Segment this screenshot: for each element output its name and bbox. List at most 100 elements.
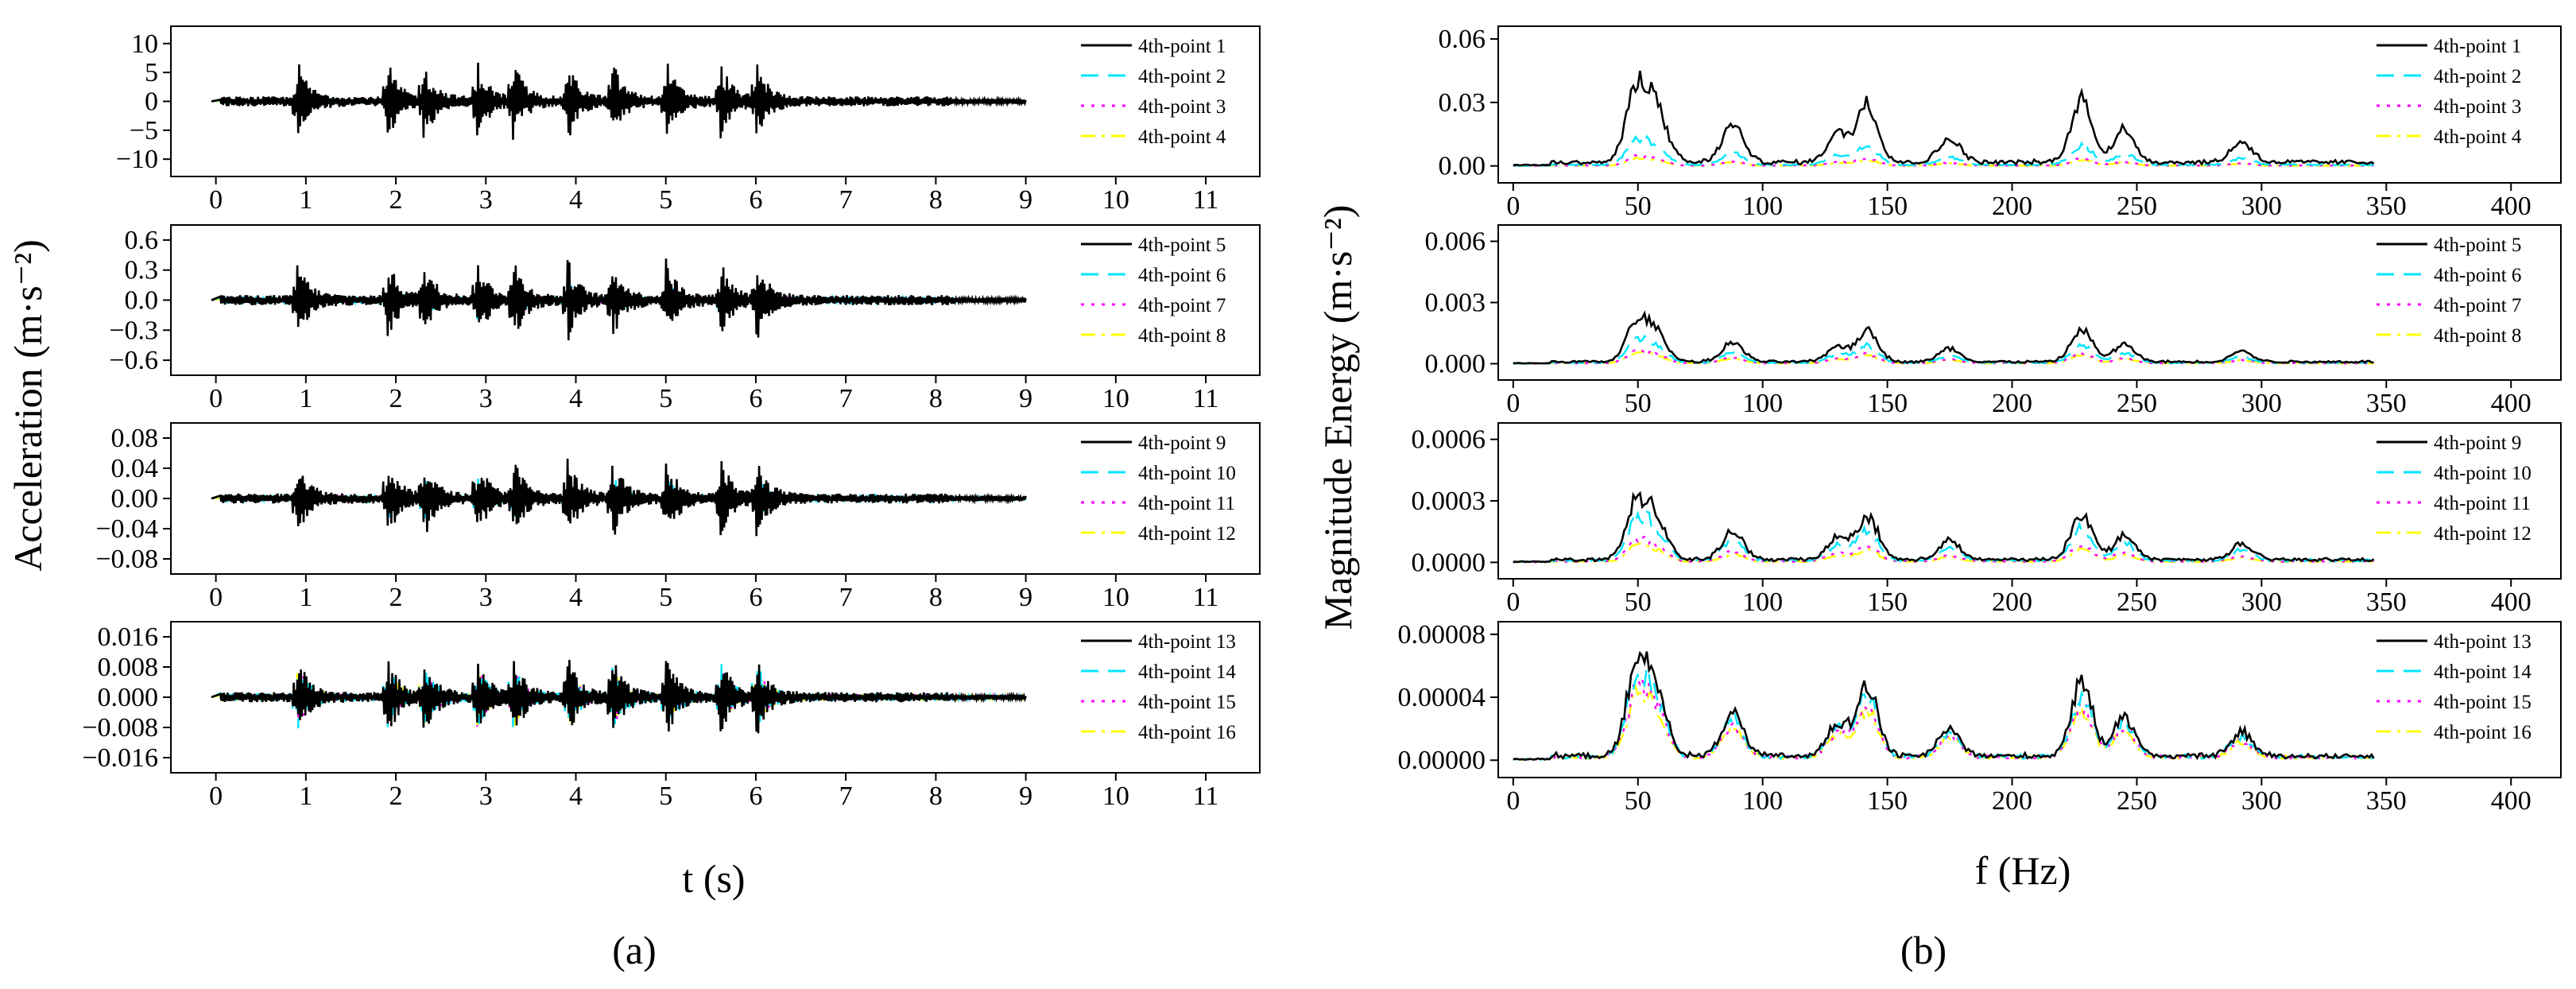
legend-entry: 4th-point 12 xyxy=(1138,523,1236,545)
legend-entry: 4th-point 12 xyxy=(2434,523,2531,545)
x-tick-label: 1 xyxy=(299,583,312,612)
legend-entry: 4th-point 3 xyxy=(1138,96,1226,118)
x-tick-label: 8 xyxy=(929,185,943,215)
legend-entry: 4th-point 11 xyxy=(2434,493,2531,514)
x-tick-label: 150 xyxy=(1867,192,1908,221)
series-line-b-4th-point-3 xyxy=(1513,153,2374,167)
y-axis-title-a: Acceleration (m·s⁻²) xyxy=(6,239,50,572)
x-tick-label: 50 xyxy=(1625,786,1652,816)
plot-frame xyxy=(1497,224,2562,381)
x-tick-label: 200 xyxy=(1992,786,2032,816)
series-line-a-4th-point-1 xyxy=(211,62,1027,140)
panel-label-a: (a) xyxy=(612,928,657,972)
x-tick-label: 4 xyxy=(569,185,583,215)
series-line-b-4th-point-14 xyxy=(1513,667,2374,761)
series-line-b-4th-point-9 xyxy=(1513,491,2375,564)
series-line-b-4th-point-6 xyxy=(1513,334,2374,365)
x-tick-label: 0 xyxy=(209,782,223,811)
x-tick-label: 2 xyxy=(389,384,403,413)
x-tick-label: 0 xyxy=(209,384,223,413)
series-line-b-4th-point-16 xyxy=(1513,684,2375,761)
x-tick-label: 5 xyxy=(659,384,672,413)
x-tick-label: 350 xyxy=(2366,786,2407,816)
x-tick-label: 150 xyxy=(1867,588,1908,617)
legend-entry: 4th-point 8 xyxy=(1138,325,1226,347)
x-tick-label: 250 xyxy=(2117,588,2157,617)
y-tick-label: −0.6 xyxy=(109,346,158,375)
x-tick-label: 10 xyxy=(1102,185,1129,215)
x-tick-label: 100 xyxy=(1742,389,1783,418)
x-tick-label: 10 xyxy=(1102,583,1129,612)
legend-entry: 4th-point 7 xyxy=(1138,295,1226,316)
x-tick-label: 6 xyxy=(749,185,762,215)
legend-entry: 4th-point 6 xyxy=(1138,265,1226,286)
y-tick-label: 0.03 xyxy=(1439,88,1486,118)
series-line-b-4th-point-1 xyxy=(1513,70,2375,167)
y-axis-title-b: Magnitude Energy (m·s⁻²) xyxy=(1315,205,1360,630)
y-tick-label: 0.0003 xyxy=(1412,487,1486,516)
series-line-a-4th-point-5 xyxy=(211,258,1027,341)
x-axis-title-a: t (s) xyxy=(682,856,745,901)
x-tick-label: 50 xyxy=(1625,192,1652,221)
x-tick-label: 50 xyxy=(1625,588,1652,617)
y-tick-label: 0.00 xyxy=(1439,152,1486,181)
x-tick-label: 250 xyxy=(2117,786,2157,816)
x-tick-label: 3 xyxy=(479,384,493,413)
y-axis-title-a-text: Acceleration (m·s⁻²) xyxy=(6,239,50,572)
x-tick-label: 100 xyxy=(1742,588,1783,617)
x-tick-label: 150 xyxy=(1867,786,1908,816)
x-tick-label: 5 xyxy=(659,185,672,215)
y-tick-label: 0.00008 xyxy=(1398,620,1486,650)
x-tick-label: 350 xyxy=(2366,192,2407,221)
panel-b-4: 0 50 100 150 200 250 300 350 400 0.00008 0.00004 0.… xyxy=(1398,620,2562,816)
x-tick-label: 9 xyxy=(1019,782,1032,811)
x-tick-label: 8 xyxy=(929,583,943,612)
x-tick-label: 300 xyxy=(2241,389,2282,418)
x-tick-label: 350 xyxy=(2366,588,2407,617)
x-tick-label: 6 xyxy=(749,384,762,413)
series-line-b-4th-point-2 xyxy=(1513,134,2374,167)
series-line-a-4th-point-9 xyxy=(211,458,1027,537)
y-tick-label: −10 xyxy=(116,145,158,174)
x-tick-label: 8 xyxy=(929,384,943,413)
x-tick-label: 0 xyxy=(1506,786,1520,816)
x-tick-label: 400 xyxy=(2491,588,2531,617)
y-tick-label: 0.003 xyxy=(1425,289,1486,318)
y-tick-label: −0.008 xyxy=(82,713,158,743)
panel-b-3: 0 50 100 150 200 250 300 350 400 0.0006 0.0003 0.00… xyxy=(1412,422,2562,617)
legend-entry: 4th-point 16 xyxy=(2434,722,2531,743)
x-tick-label: 10 xyxy=(1102,782,1129,811)
x-tick-label: 300 xyxy=(2241,192,2282,221)
series-line-b-4th-point-5 xyxy=(1513,310,2374,365)
x-tick-label: 7 xyxy=(839,583,853,612)
y-tick-label: −0.016 xyxy=(82,743,158,773)
legend-entry: 4th-point 8 xyxy=(2434,325,2521,347)
panel-label-b: (b) xyxy=(1900,928,1947,972)
x-tick-label: 4 xyxy=(569,583,583,612)
x-tick-label: 7 xyxy=(839,384,853,413)
series-line-b-4th-point-12 xyxy=(1513,541,2374,564)
legend-entry: 4th-point 14 xyxy=(2434,661,2531,683)
x-tick-label: 1 xyxy=(299,782,312,811)
x-tick-label: 2 xyxy=(389,782,403,811)
plot-frame xyxy=(1497,621,2562,778)
legend-entry: 4th-point 4 xyxy=(1138,126,1226,148)
x-tick-label: 4 xyxy=(569,384,583,413)
x-tick-label: 200 xyxy=(1992,588,2032,617)
x-tick-label: 3 xyxy=(479,583,493,612)
y-tick-label: 0.00 xyxy=(111,484,159,514)
legend-entry: 4th-point 2 xyxy=(1138,66,1226,87)
panel-a-4: 0 1 2 3 4 5 6 7 8 9 10 11 0.0160.0080.000−0.008−0.01… xyxy=(82,621,1261,811)
series-line-b-4th-point-15 xyxy=(1513,677,2375,761)
y-tick-label: 0.016 xyxy=(98,622,159,652)
legend-entry: 4th-point 5 xyxy=(1138,235,1226,256)
y-axis-title-b-text: Magnitude Energy (m·s⁻²) xyxy=(1315,205,1360,630)
x-tick-label: 200 xyxy=(1992,192,2032,221)
y-tick-label: −0.3 xyxy=(109,316,158,345)
x-tick-label: 150 xyxy=(1867,389,1908,418)
x-tick-label: 0 xyxy=(209,185,223,215)
y-tick-label: 0.08 xyxy=(111,424,159,453)
plot-frame xyxy=(1497,422,2562,580)
x-tick-label: 11 xyxy=(1193,185,1219,215)
